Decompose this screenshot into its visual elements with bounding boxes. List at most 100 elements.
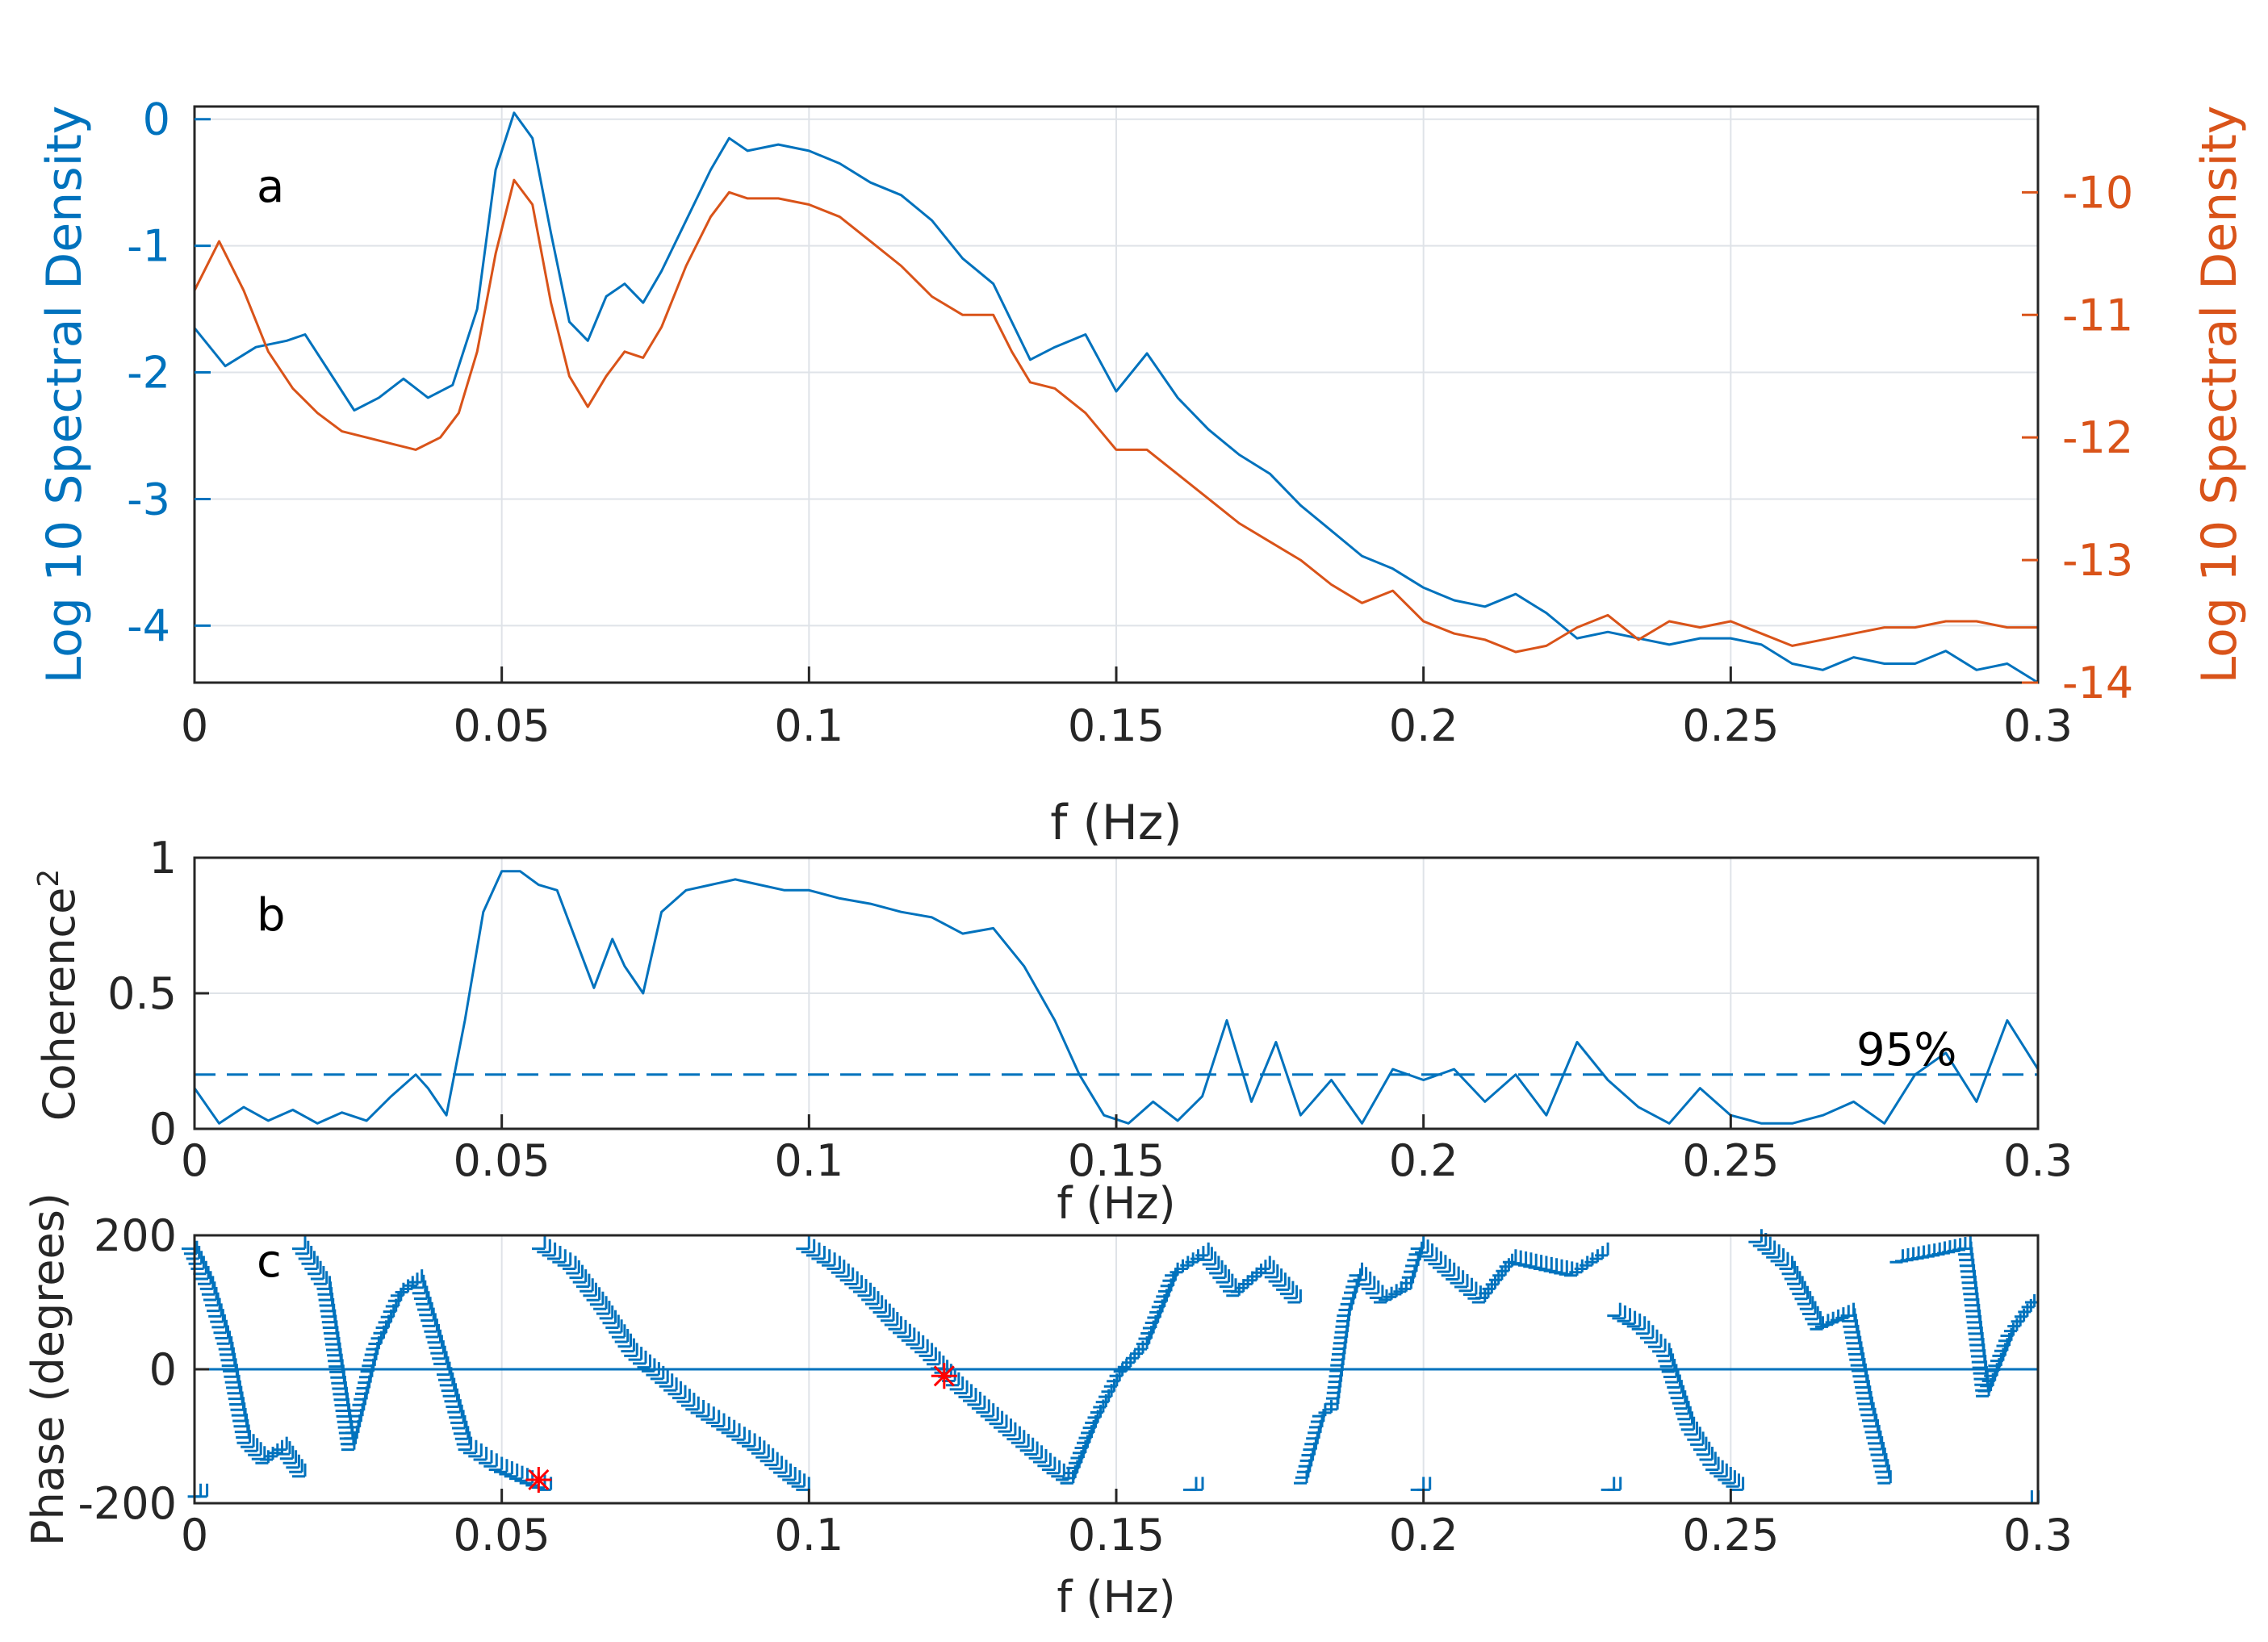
- panel-c-phase-marker: [1475, 1285, 1490, 1299]
- panel-c-phase-isolated-marker: [1190, 1477, 1204, 1491]
- panel-b-y-tick-label: 0.5: [107, 968, 177, 1019]
- panel-c-phase-marker: [446, 1393, 460, 1408]
- panel-c-phase-marker: [611, 1324, 626, 1339]
- panel-a-x-tick-label: 0: [181, 700, 208, 751]
- panel-c-phase-marker: [1051, 1463, 1065, 1478]
- panel-c-phase-marker: [413, 1285, 429, 1300]
- panel-c-phase-marker: [1674, 1395, 1688, 1410]
- panel-c-phase-marker: [1458, 1277, 1473, 1293]
- panel-c-phase-marker: [532, 1235, 546, 1251]
- panel-b-xlabel: f (Hz): [1057, 1178, 1175, 1229]
- panel-c-phase-marker: [1199, 1247, 1213, 1261]
- panel-c-phase-marker: [667, 1381, 682, 1396]
- panel-c-phase-marker: [1428, 1251, 1442, 1266]
- panel-c-phase-marker: [1006, 1426, 1021, 1441]
- panel-c-phase-marker: [509, 1465, 524, 1481]
- panel-c-phase-marker: [483, 1453, 498, 1468]
- panel-c-phase-marker: [1621, 1310, 1637, 1326]
- panel-c-phase-isolated-marker: [1607, 1477, 1622, 1491]
- panel-c-phase-marker: [918, 1343, 934, 1357]
- panel-c-phase-marker: [552, 1249, 567, 1264]
- panel-c-phase-marker: [844, 1271, 859, 1285]
- panel-c-phase-marker: [816, 1249, 831, 1264]
- panel-a-x-tick-label: 0.2: [1389, 700, 1458, 751]
- panel-c-phase-marker: [408, 1269, 424, 1284]
- panel-c-phase-marker: [906, 1331, 920, 1346]
- panel-c-phase-marker: [1868, 1430, 1882, 1445]
- panel-c-phase-marker: [1714, 1463, 1728, 1478]
- panel-c-phase-marker: [424, 1318, 438, 1333]
- panel-c-phase-marker: [1789, 1276, 1804, 1290]
- panel-c-phase-marker: [462, 1439, 478, 1455]
- panel-c-phase-marker: [1722, 1470, 1736, 1485]
- panel-a-x-tick-label: 0.3: [2003, 700, 2073, 751]
- panel-c-phase-marker: [848, 1275, 864, 1289]
- panel-c-phase-marker: [701, 1406, 715, 1421]
- panel-c-phase-marker: [1874, 1459, 1889, 1473]
- panel-c-phase-marker: [759, 1448, 775, 1463]
- panel-c-phase-marker: [822, 1252, 836, 1267]
- panel-c-phase-marker: [593, 1296, 608, 1310]
- panel-a-ylabel-left: Log 10 Spectral Density: [36, 106, 93, 684]
- panel-c-phase-marker: [617, 1333, 632, 1348]
- panel-c-phase-marker: [998, 1418, 1012, 1433]
- panel-c-x-tick-label: 0: [181, 1510, 208, 1561]
- panel-c-phase-marker: [1693, 1436, 1708, 1452]
- panel-c-phase-marker: [901, 1327, 916, 1342]
- panel-c-phase-marker: [1209, 1260, 1224, 1275]
- panel-c-phase-marker: [1195, 1242, 1210, 1257]
- panel-c-phase-marker: [1230, 1279, 1245, 1293]
- panel-b-y-tick-label: 1: [149, 833, 177, 884]
- panel-c-phase-marker: [1219, 1273, 1234, 1289]
- panel-c-phase-marker: [1496, 1258, 1510, 1272]
- panel-c-phase-marker: [458, 1436, 473, 1452]
- panel-c-phase-marker: [213, 1319, 228, 1335]
- panel-c-phase-marker: [404, 1272, 419, 1287]
- panel-a-y-left-tick-label: 0: [143, 94, 170, 145]
- panel-b-x-tick-label: 0.25: [1682, 1135, 1779, 1186]
- panel-c-phase-marker: [429, 1335, 443, 1349]
- panel-c-phase-marker: [1687, 1427, 1701, 1441]
- panel-c-phase-marker: [1415, 1239, 1429, 1254]
- panel-a-x-tick-label: 0.1: [774, 700, 843, 751]
- panel-c-phase-marker: [422, 1313, 437, 1327]
- panel-c-phase-marker: [1652, 1338, 1667, 1353]
- panel-c-x-tick-label: 0.3: [2003, 1510, 2073, 1561]
- panel-c-phase-marker: [468, 1443, 483, 1458]
- panel-a-ticks: 0 0.05 0.1 0.15 0.2 0.25 0.3 0 -1 -2 -3 -4 -10 -11 -12…: [127, 94, 2133, 751]
- panel-c-phase-marker: [751, 1440, 766, 1455]
- panel-c-phase-marker: [1369, 1285, 1384, 1299]
- panel-c-annotation: c: [257, 1235, 282, 1288]
- panel-c-phase-marker: [1117, 1354, 1132, 1368]
- panel-c-phase-marker: [877, 1303, 891, 1318]
- panel-c-phase-marker: [410, 1274, 425, 1289]
- panel-c-phase-marker: [216, 1331, 232, 1345]
- panel-c-phase-marker: [2007, 1313, 2022, 1328]
- panel-c-phase-marker: [412, 1280, 427, 1295]
- panel-b-x-tick-label: 0.2: [1389, 1135, 1458, 1186]
- panel-c-phase-marker: [430, 1340, 445, 1355]
- panel-c-phase-marker: [563, 1256, 577, 1270]
- panel-c-phase-marker: [313, 1271, 328, 1285]
- panel-c-phase-marker: [1699, 1447, 1714, 1461]
- panel-c-highlight-marker: [525, 1466, 552, 1493]
- panel-c-phase-marker: [1775, 1251, 1789, 1267]
- panel-c-phase-marker: [1770, 1248, 1785, 1263]
- panel-b-y-tick-label: 0: [149, 1104, 177, 1155]
- panel-a-ylabel-right: Log 10 Spectral Density: [2191, 106, 2248, 684]
- panel-c-phase-marker: [286, 1454, 300, 1469]
- panel-c-phase-marker: [796, 1477, 810, 1491]
- panel-c-phase-marker: [1287, 1289, 1302, 1304]
- panel-a-x-tick-label: 0.15: [1068, 700, 1165, 751]
- panel-c-phase-marker: [958, 1384, 973, 1398]
- panel-c-phase-marker: [433, 1351, 448, 1365]
- panel-c-phase-marker: [453, 1420, 468, 1435]
- panel-c-phase-marker: [1866, 1424, 1881, 1439]
- panel-c-phase-marker: [198, 1271, 212, 1285]
- panel-c-phase-marker: [646, 1362, 660, 1377]
- panel-c-phase-marker: [454, 1426, 470, 1440]
- panel-a-y-right-tick-label: -12: [2062, 412, 2133, 463]
- panel-c-phase-marker: [705, 1410, 721, 1424]
- panel-c-phase-marker: [1424, 1247, 1438, 1262]
